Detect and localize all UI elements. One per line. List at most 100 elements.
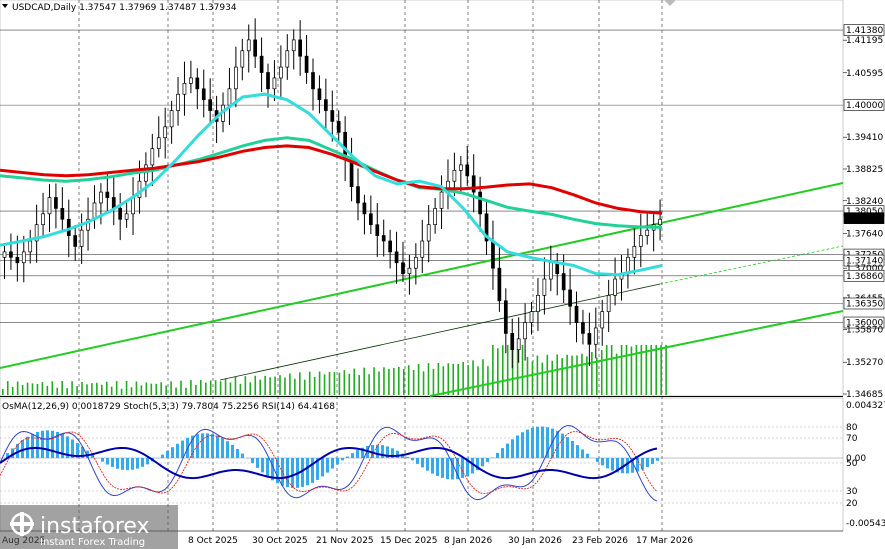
volume-bar [115,381,118,395]
volume-bar [328,371,331,395]
volume-bar [467,365,469,395]
volume-bar [531,361,534,395]
time-axis-label: 23 Feb 2026 [572,536,628,546]
osma-bar [636,458,639,472]
volume-bar [353,368,356,395]
volume-bar [591,352,593,395]
volume-bar [472,360,474,395]
time-axis-label: 8 Oct 2025 [188,536,238,546]
candle-body [144,164,148,182]
osma-bar [616,458,619,473]
candle-body [336,121,341,133]
volume-bar [31,383,34,395]
dropdown-icon[interactable] [2,4,8,8]
candle-body [413,256,418,269]
candle-body [458,164,463,171]
instaforex-logo-icon [10,512,34,536]
volume-bar [402,368,405,395]
osma-bar [256,458,259,468]
osma-bar [236,449,239,458]
volume-bar [625,345,628,395]
volume-bar [61,381,63,395]
volume-bar [492,345,494,395]
indicator-header: OsMA(12,26,9) 0.0018729 Stoch(5,3,3) 79.… [2,402,335,412]
candle-body [99,191,103,204]
volume-bar [214,380,217,395]
main-panel [0,0,844,397]
price-axis-label: 1.37140 [846,257,883,267]
osma-bar [206,433,209,458]
osma-bar [631,458,634,473]
volume-bar [333,372,336,395]
candle-body [298,39,303,57]
candle-body [356,186,360,204]
volume-bar [571,355,573,395]
volume-bar [249,382,252,395]
volume-bar [170,381,172,395]
volume-bar [224,378,227,395]
volume-bar [160,382,162,395]
candle-body [632,246,637,258]
price-axis-label: 1.40000 [846,101,883,111]
candle-body [497,267,502,302]
volume-bar [101,384,103,395]
osma-bar [626,458,629,474]
volume-bar [36,384,39,395]
volume-bar [190,380,192,395]
volume-bar [150,383,153,395]
volume-bar [71,381,73,395]
osma-bar [561,433,564,458]
candle-body [613,278,617,296]
price-axis-label: 1.38825 [846,165,883,175]
trend-lines [0,182,844,397]
osma-bar [356,450,359,458]
candle-body [452,169,457,182]
osma-bar [536,426,539,458]
volume-bar [91,383,93,395]
osma-bar [351,453,354,458]
candle-body [426,224,431,242]
candle-body [266,72,270,90]
volume-bar [96,382,98,395]
osma-bar [341,458,344,461]
candle-body [375,224,380,236]
candle-body [503,300,508,334]
osma-bar [526,429,529,458]
volume-bar [299,372,301,395]
volume-bar [383,367,385,395]
osma-bar [191,435,194,458]
volume-bar [348,373,351,395]
volume-bar [442,366,445,395]
candle-body [79,229,84,247]
osma-bar [506,443,509,458]
candle-body [606,295,611,313]
candle-body [311,72,315,90]
indicator-axis-label: 30 [846,487,858,497]
scroll-marker-icon[interactable] [664,0,676,6]
candle-body [9,251,13,258]
candle-body [176,93,180,111]
osma-bar [161,454,164,458]
moving-averages [0,92,663,277]
volume-bar [51,381,54,395]
candle-body [439,191,444,209]
osma-bar [306,458,309,486]
osma-bar [101,458,104,462]
volume-bar [358,375,360,395]
candle-body [330,110,335,122]
candle-body [420,240,425,258]
volume-bar [41,382,44,395]
candle-body [246,39,251,52]
candle-body [510,333,515,351]
volume-bar [145,382,148,395]
volume-bar [140,385,143,395]
volume-bar [46,385,49,395]
volume-bar [289,373,291,395]
rsi-line [0,446,658,480]
osma-bar [76,443,79,458]
candle-body [47,197,52,215]
volume-bar [650,345,653,395]
upper-trend-line [0,182,844,369]
candle-body [581,322,585,334]
